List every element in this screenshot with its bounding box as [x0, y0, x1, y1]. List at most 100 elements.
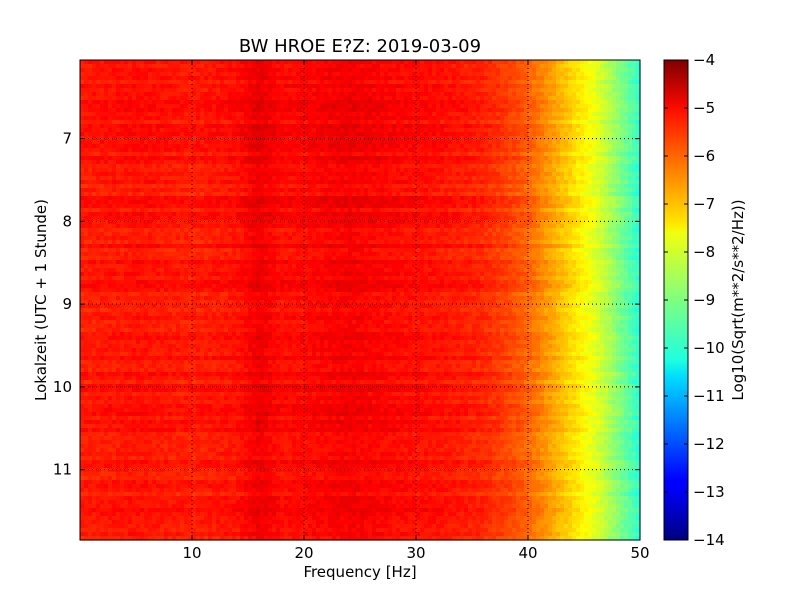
heatmap-cell: [132, 180, 137, 185]
heatmap-cell: [564, 68, 569, 73]
heatmap-cell: [168, 132, 173, 137]
heatmap-cell: [544, 76, 549, 81]
heatmap-cell: [632, 168, 637, 173]
heatmap-cell: [560, 88, 565, 93]
heatmap-cell: [340, 148, 345, 153]
heatmap-cell: [296, 140, 301, 145]
heatmap-cell: [228, 152, 233, 157]
heatmap-cell: [336, 156, 341, 161]
heatmap-cell: [412, 132, 417, 137]
heatmap-cell: [108, 72, 113, 77]
heatmap-cell: [572, 148, 577, 153]
heatmap-cell: [96, 164, 101, 169]
heatmap-cell: [224, 164, 229, 169]
heatmap-cell: [348, 200, 353, 205]
heatmap-cell: [164, 100, 169, 105]
heatmap-cell: [272, 160, 277, 165]
heatmap-cell: [308, 156, 313, 161]
heatmap-cell: [588, 188, 593, 193]
heatmap-cell: [480, 196, 485, 201]
heatmap-cell: [376, 168, 381, 173]
heatmap-cell: [444, 172, 449, 177]
heatmap-cell: [324, 164, 329, 169]
heatmap-cell: [432, 164, 437, 169]
heatmap-cell: [468, 64, 473, 69]
heatmap-cell: [496, 60, 501, 65]
heatmap-cell: [236, 88, 241, 93]
heatmap-cell: [436, 100, 441, 105]
heatmap-cell: [332, 76, 337, 81]
heatmap-cell: [156, 92, 161, 97]
heatmap-cell: [180, 192, 185, 197]
heatmap-cell: [124, 172, 129, 177]
heatmap-cell: [176, 76, 181, 81]
heatmap-cell: [212, 192, 217, 197]
heatmap-cell: [172, 136, 177, 141]
heatmap-cell: [348, 152, 353, 157]
heatmap-cell: [620, 120, 625, 125]
heatmap-cell: [308, 108, 313, 113]
heatmap-cell: [440, 132, 445, 137]
heatmap-cell: [508, 84, 513, 89]
heatmap-cell: [584, 84, 589, 89]
heatmap-cell: [100, 148, 105, 153]
heatmap-cell: [176, 96, 181, 101]
heatmap-cell: [596, 176, 601, 181]
heatmap-cell: [196, 80, 201, 85]
heatmap-cell: [564, 176, 569, 181]
heatmap-cell: [528, 120, 533, 125]
heatmap-cell: [472, 68, 477, 73]
heatmap-cell: [212, 132, 217, 137]
heatmap-cell: [168, 196, 173, 201]
heatmap-cell: [296, 144, 301, 149]
heatmap-cell: [156, 168, 161, 173]
heatmap-cell: [284, 84, 289, 89]
heatmap-cell: [264, 176, 269, 181]
heatmap-cell: [188, 64, 193, 69]
heatmap-cell: [316, 88, 321, 93]
heatmap-cell: [472, 172, 477, 177]
heatmap-cell: [272, 132, 277, 137]
heatmap-cell: [284, 96, 289, 101]
heatmap-cell: [424, 140, 429, 145]
heatmap-cell: [364, 148, 369, 153]
heatmap-cell: [472, 180, 477, 185]
heatmap-cell: [636, 96, 641, 101]
heatmap-cell: [412, 148, 417, 153]
heatmap-cell: [600, 64, 605, 69]
heatmap-cell: [160, 112, 165, 117]
heatmap-cell: [424, 84, 429, 89]
heatmap-cell: [580, 128, 585, 133]
heatmap-cell: [404, 104, 409, 109]
heatmap-cell: [164, 88, 169, 93]
heatmap-cell: [592, 148, 597, 153]
heatmap-cell: [496, 188, 501, 193]
heatmap-cell: [312, 132, 317, 137]
heatmap-cell: [200, 164, 205, 169]
heatmap-cell: [352, 188, 357, 193]
heatmap-cell: [96, 152, 101, 157]
heatmap-cell: [188, 136, 193, 141]
heatmap-cell: [316, 192, 321, 197]
heatmap-cell: [268, 100, 273, 105]
heatmap-cell: [84, 140, 89, 145]
heatmap-cell: [316, 172, 321, 177]
heatmap-cell: [504, 116, 509, 121]
heatmap-cell: [424, 176, 429, 181]
heatmap-cell: [636, 112, 641, 117]
heatmap-cell: [264, 92, 269, 97]
heatmap-cell: [404, 180, 409, 185]
heatmap-cell: [476, 180, 481, 185]
heatmap-cell: [452, 60, 457, 65]
heatmap-cell: [628, 60, 633, 65]
heatmap-cell: [476, 160, 481, 165]
heatmap-cell: [176, 112, 181, 117]
heatmap-cell: [104, 92, 109, 97]
heatmap-cell: [320, 60, 325, 65]
heatmap-cell: [496, 172, 501, 177]
heatmap-cell: [468, 160, 473, 165]
heatmap-cell: [428, 200, 433, 205]
heatmap-cell: [116, 60, 121, 65]
heatmap-cell: [440, 64, 445, 69]
heatmap-cell: [340, 132, 345, 137]
